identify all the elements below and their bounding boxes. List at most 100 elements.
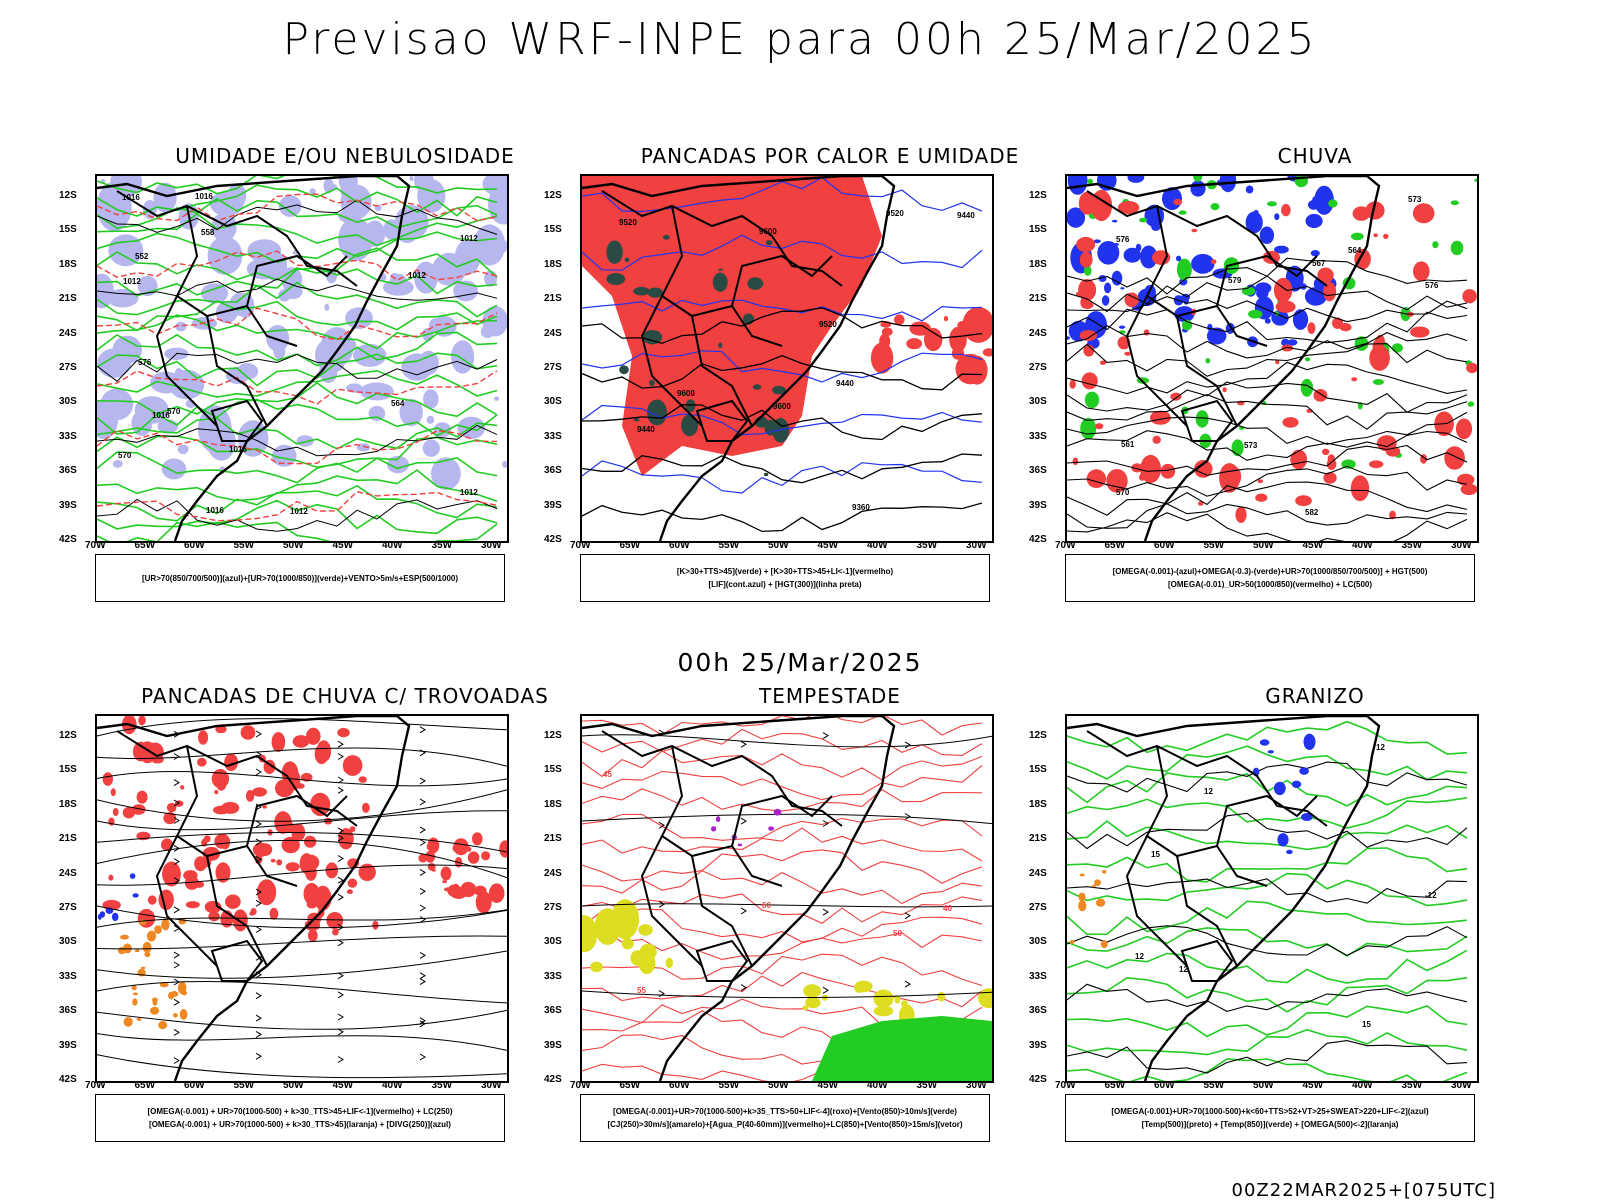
omega-humidity-patch (1275, 360, 1280, 365)
convective-area-patch (649, 379, 655, 386)
thunderstorm-area-ocean-patch (481, 851, 491, 861)
latitude-label: 36S (1029, 465, 1047, 477)
contour-label: 1016 (152, 411, 170, 420)
contour-label: 570 (167, 407, 181, 416)
latitude-label: 42S (544, 1074, 562, 1085)
latitude-label: 33S (1029, 970, 1047, 982)
jet-stream-patch (638, 952, 656, 975)
latitude-label: 18S (1029, 798, 1047, 810)
thunderstorm-area-patch (358, 863, 376, 881)
lifted-index-line (582, 404, 983, 436)
thunderstorm-area-patch (136, 790, 148, 804)
arrow-head (822, 908, 829, 916)
longitude-label: 35W (1401, 540, 1423, 551)
omega-weak-patch (1264, 318, 1271, 324)
thunderstorm-area-patch (245, 790, 255, 802)
omega-humidity-patch (1307, 322, 1316, 334)
arrow-head (658, 900, 665, 908)
hail-area-patch (1291, 780, 1302, 788)
arrow-head (337, 776, 344, 784)
coastline (1067, 716, 1381, 1081)
panel-legend: [OMEGA(-0.001) + UR>70(1000-500) + k>30_… (95, 1094, 505, 1142)
jet-stream-patch (590, 961, 603, 973)
longitude-label: 35W (916, 1080, 938, 1091)
latitude-label: 21S (544, 833, 562, 845)
thunderstorm-area-patch (214, 833, 231, 849)
panel-pancadas-calor: PANCADAS POR CALOR E UMIDADE 12S 15S 18S 21S… (544, 144, 1080, 624)
arrow-head (419, 1053, 426, 1061)
panel-title: PANCADAS POR CALOR E UMIDADE (640, 144, 1020, 168)
coastline (582, 716, 896, 1081)
longitude-label: 50W (768, 540, 789, 551)
latitude-label: 30S (544, 396, 562, 408)
arrow-head (337, 786, 344, 794)
showers-area-patch (152, 997, 158, 1003)
omega-500-area-patch (1102, 870, 1107, 874)
omega-humidity-patch (1099, 360, 1107, 365)
latitude-label: 12S (59, 190, 77, 201)
legend-line: [OMEGA(-0.001) + UR>70(1000-500) + k>30_… (147, 1107, 453, 1116)
map-borders (1067, 716, 1381, 1081)
thunderstorm-area-ocean-patch (466, 846, 472, 852)
longitude-label: 40W (867, 540, 888, 551)
state-border (640, 295, 703, 427)
latitude-label: 24S (1029, 327, 1047, 339)
hail-area-patch (1301, 813, 1313, 821)
omega-strong-patch (1266, 201, 1277, 207)
state-border (1180, 939, 1234, 982)
latitude-label: 39S (59, 1039, 77, 1051)
latitude-label: 42S (1029, 534, 1047, 545)
thunderstorm-area-ocean-patch (472, 832, 483, 846)
arrow-head (658, 990, 665, 998)
longitude-label: 65W (1104, 540, 1126, 551)
convective-area-patch (747, 277, 764, 290)
humidity-low-levels-line (97, 484, 498, 522)
omega-weak-patch (1299, 283, 1307, 290)
humidity-high-levels-patch (225, 367, 250, 384)
longitude-label: 40W (382, 1080, 403, 1091)
contour-label: 9520 (619, 218, 637, 227)
jet-stream-patch (665, 957, 673, 969)
height-500-line (1067, 343, 1468, 377)
omega-humidity-patch (1281, 344, 1293, 352)
omega-humidity-patch (1413, 261, 1430, 282)
panel-legend: [OMEGA(-0.001)-(azul)+OMEGA(-0.3)-(verde… (1065, 554, 1475, 602)
state-border (116, 190, 358, 287)
omega-weak-patch (1245, 185, 1254, 194)
arrow-head (337, 834, 344, 842)
legend-line: [UR>70(850/700/500)](azul)+[UR>70(1000/8… (141, 573, 459, 583)
latitude-label: 24S (544, 867, 562, 879)
panel-granizo: GRANIZO 12S 15S 18S 21S 24S 27S 30S 33S 36S 39S 42S… (1029, 684, 1565, 1164)
omega-humidity-patch (1354, 248, 1371, 270)
precipitable-water-line (582, 870, 983, 905)
jet-stream-south-patch (854, 982, 865, 993)
contour-label: 558 (201, 228, 215, 237)
contour-label: 12 (1376, 743, 1385, 752)
thunderstorm-area-patch (307, 929, 318, 942)
contour-label: 9440 (957, 211, 975, 220)
showers-area-patch (146, 930, 157, 942)
legend-line: [OMEGA(-0.001)+UR>70(1000-500)+k>35_TTS>… (613, 1107, 957, 1116)
thunderstorm-area-ocean-patch (475, 891, 492, 914)
temp-500-line (1067, 878, 1468, 904)
thunderstorm-area-ocean-patch (488, 883, 505, 903)
instability-area-ocean-patch (906, 338, 923, 350)
contour-label: 1016 (206, 506, 224, 515)
isobar-line (97, 199, 498, 235)
contour-label: 1016 (122, 193, 140, 202)
map-borders (97, 176, 411, 541)
thunderstorm-area (102, 716, 379, 942)
contour-label: 564 (1348, 246, 1362, 255)
showers-area-patch (132, 998, 138, 1006)
hail-area (1252, 733, 1316, 855)
arrow-head (173, 753, 180, 760)
wind-vector-line (582, 903, 992, 908)
omega-humidity-patch (1140, 454, 1161, 484)
state-border (206, 855, 268, 967)
omega-strong-patch (1350, 232, 1364, 241)
omega-humidity-patch (1281, 203, 1291, 217)
arrow-head (337, 1056, 344, 1063)
jet-stream-south-patch (802, 1005, 809, 1011)
convective-area-patch (681, 414, 699, 437)
omega-strong-patch (1139, 217, 1148, 223)
